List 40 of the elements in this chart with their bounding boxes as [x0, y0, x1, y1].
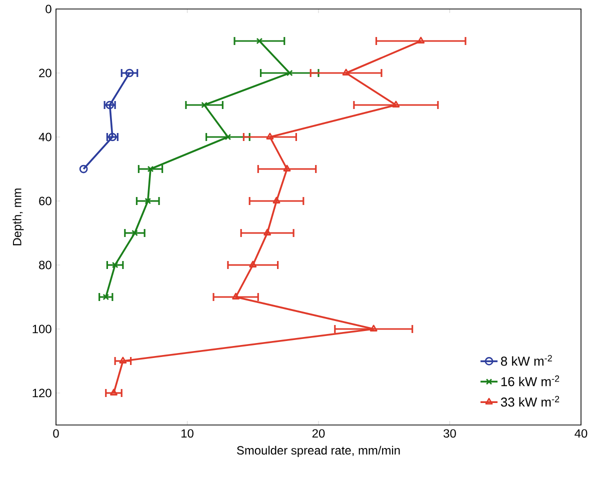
x-tick-label: 0: [53, 429, 59, 438]
legend-label: 16 kW m$^{-2}$: [501, 375, 560, 386]
point: [144, 198, 152, 204]
point: [110, 388, 118, 396]
y-tick-label: 60: [39, 196, 52, 206]
point: [286, 70, 293, 76]
y-tick-label: 20: [39, 68, 52, 78]
y-tick-label: 100: [32, 324, 52, 334]
point: [125, 68, 134, 78]
legend-label: 8 kW m$^{-2}$: [500, 354, 552, 366]
y-tick-label: 120: [32, 388, 52, 398]
point: [264, 228, 272, 236]
x-tick-label: 30: [444, 429, 456, 438]
point: [249, 260, 257, 268]
point: [102, 294, 110, 300]
y-axis-title: Depth, mm: [12, 188, 24, 246]
point: [147, 166, 154, 172]
point: [232, 292, 240, 300]
legend-label: 33 kW m$^{-2}$: [500, 396, 560, 407]
point: [342, 68, 350, 76]
point: [283, 164, 291, 172]
point: [132, 230, 138, 236]
point: [272, 196, 280, 204]
point: [256, 38, 263, 44]
point: [370, 324, 378, 332]
y-tick-label: 40: [38, 132, 52, 142]
x-tick-label: 10: [182, 429, 194, 438]
point: [224, 134, 232, 140]
point: [112, 262, 118, 268]
point: [266, 132, 274, 140]
x-axis-title: Smoulder spread rate, mm/min: [236, 446, 400, 457]
point: [119, 356, 127, 364]
point: [392, 100, 400, 108]
y-tick-label: 80: [39, 260, 52, 270]
x-tick-label: 40: [574, 429, 588, 438]
point: [417, 36, 425, 44]
x-tick-label: 20: [312, 429, 325, 438]
point: [79, 164, 88, 174]
point: [201, 102, 208, 108]
y-tick-label: 0: [46, 4, 52, 14]
